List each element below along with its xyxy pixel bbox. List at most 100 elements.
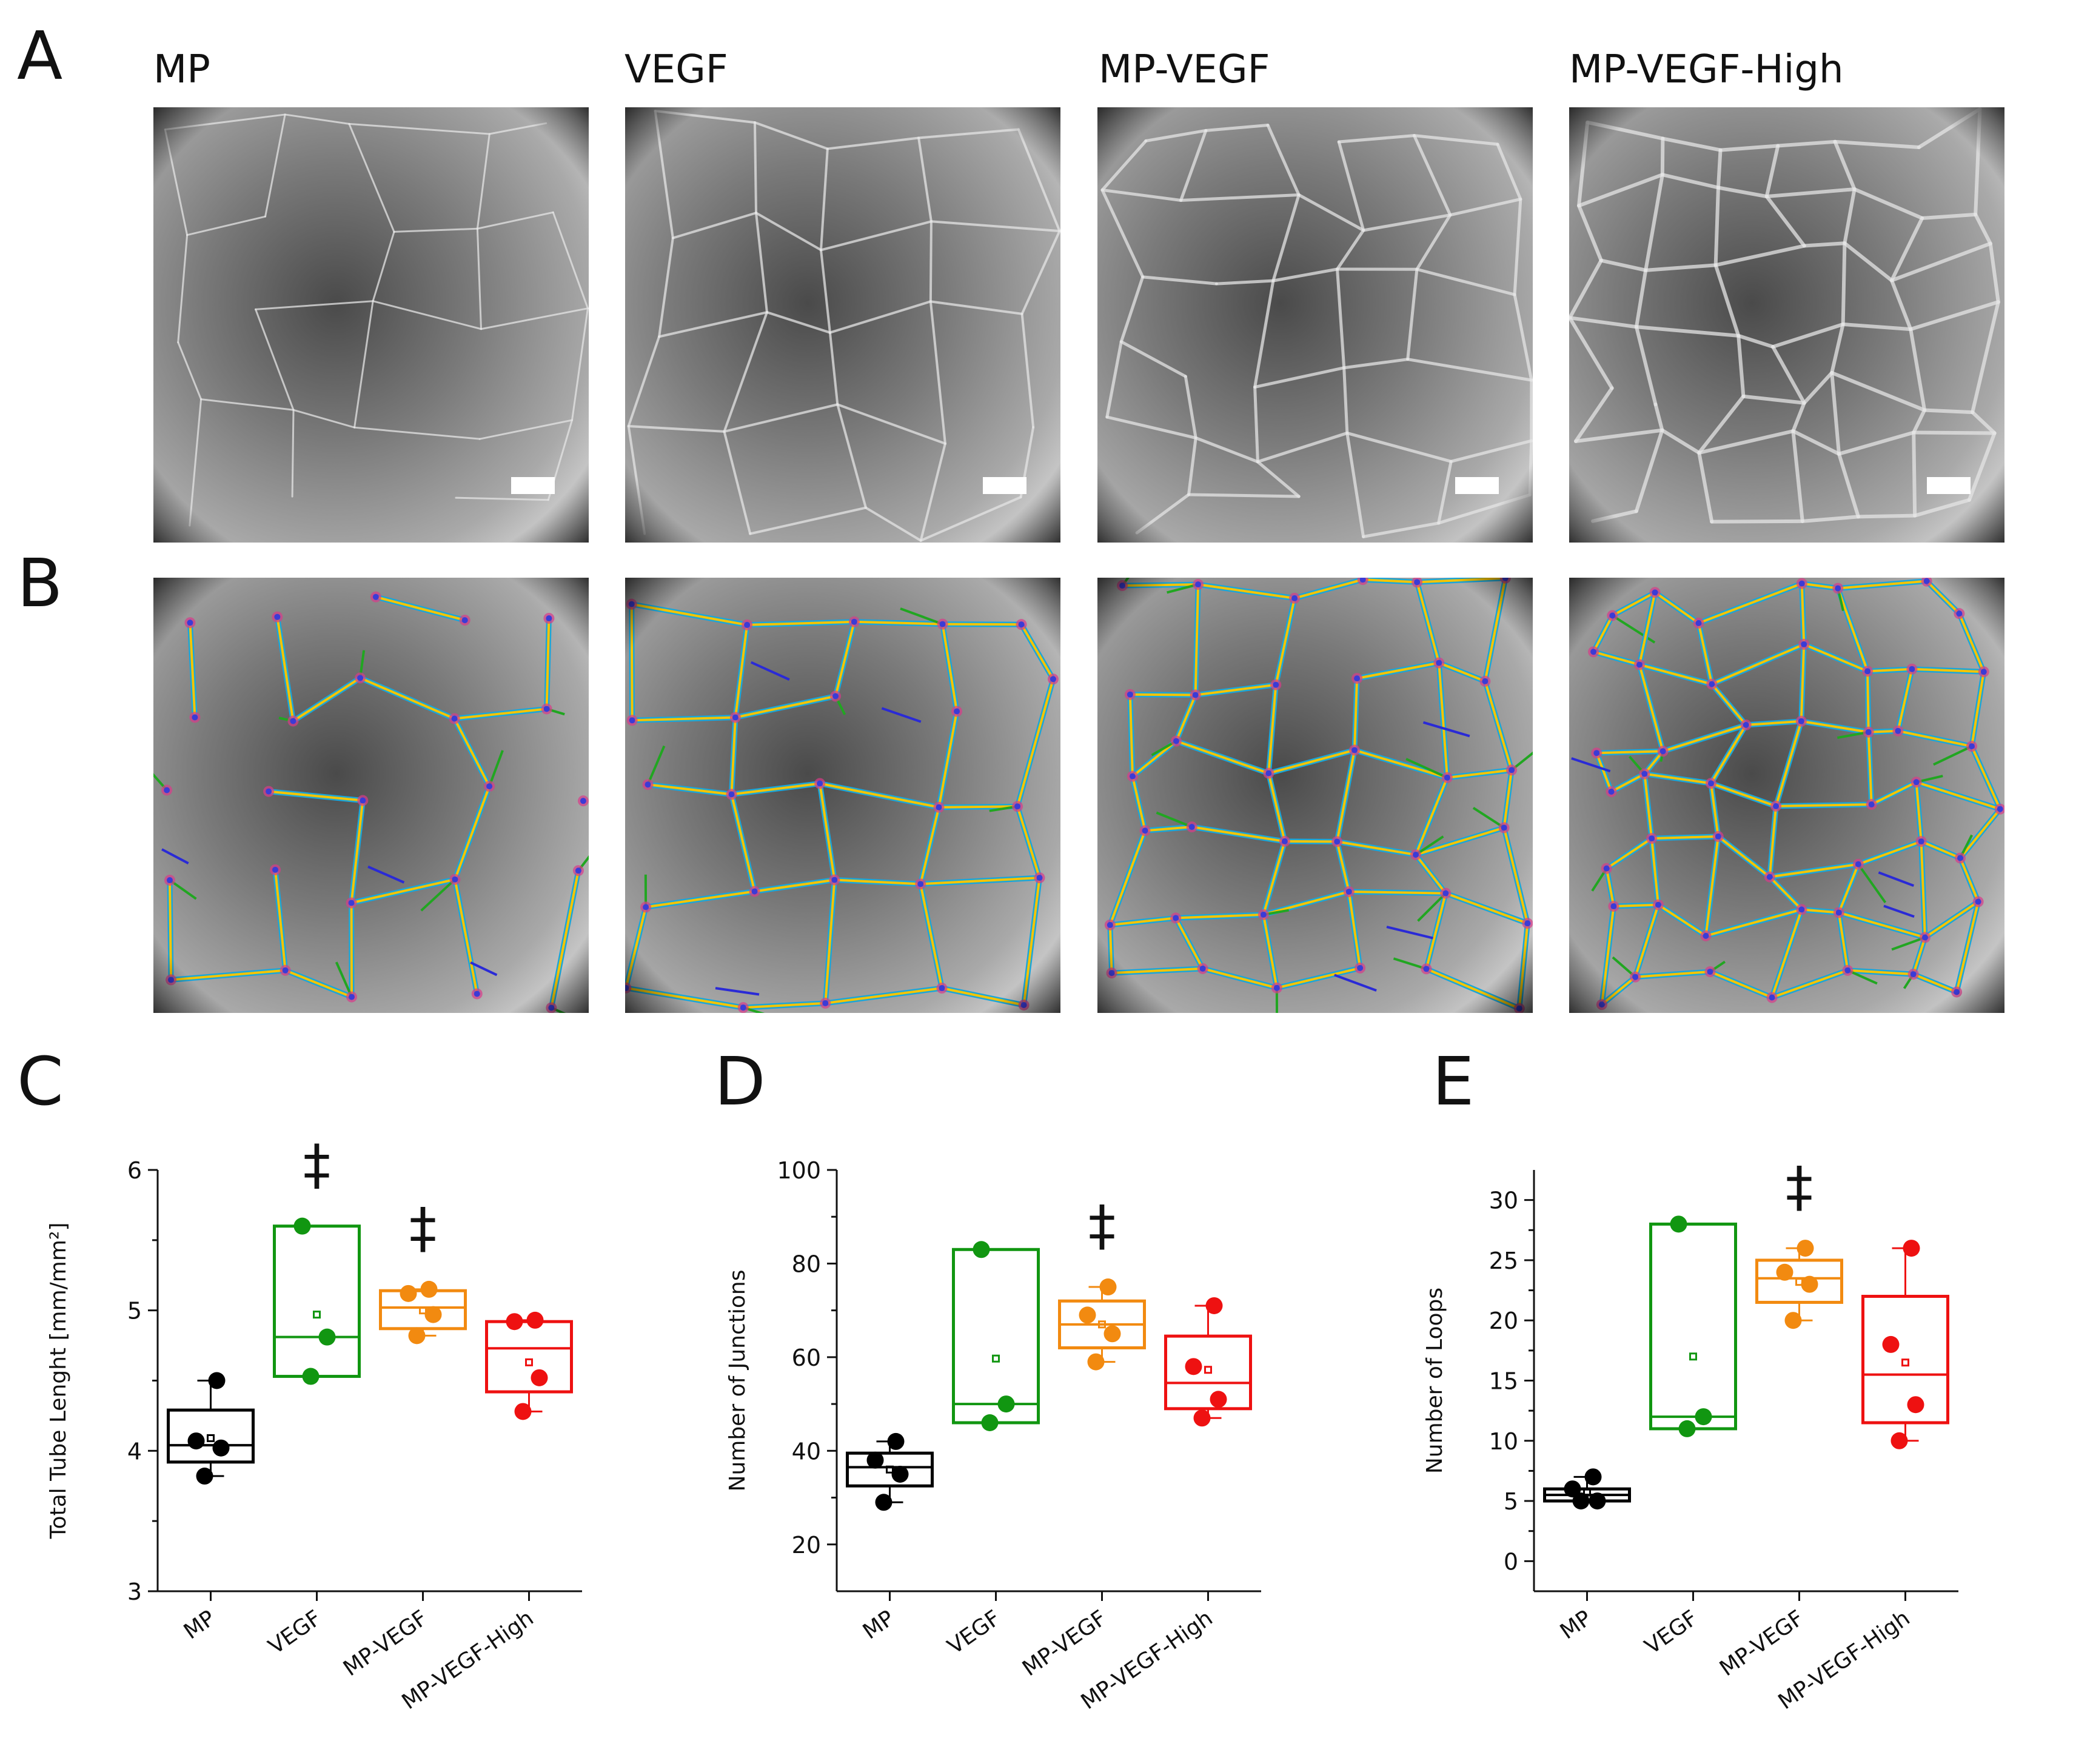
data-point [408, 1327, 426, 1345]
x-tick-label: MP-VEGF [339, 1606, 432, 1682]
data-point [1079, 1306, 1096, 1324]
box-iqr [167, 1408, 255, 1464]
x-tick-label: MP [859, 1606, 899, 1645]
y-tick-label: 100 [777, 1157, 821, 1184]
data-point [1907, 1396, 1924, 1414]
box-mp-vegf: ‡ [379, 1197, 467, 1345]
box-iqr [379, 1289, 467, 1331]
data-point [424, 1306, 442, 1323]
micrograph-vignette [153, 578, 589, 1013]
data-point [318, 1328, 336, 1346]
data-point [1099, 1278, 1117, 1296]
data-point [1776, 1263, 1793, 1281]
box-iqr [952, 1248, 1040, 1425]
data-point [506, 1313, 523, 1331]
significance-marker: ‡ [303, 1134, 330, 1197]
micrograph-image [1569, 578, 2004, 1013]
x-tick-label: VEGF [264, 1606, 326, 1660]
box-mp-vegf-high [485, 1311, 573, 1420]
micrograph-vignette [625, 107, 1060, 543]
box-iqr [485, 1320, 573, 1394]
box-vegf [1649, 1215, 1737, 1437]
chart-number-of-loops: 0 5 10 15 20 25 30 Number of Loops MP VEGF MP-VEGF… [1413, 1121, 2055, 1752]
micrograph-mp-vegf-high-analyzed [1569, 578, 2004, 1013]
data-point [981, 1414, 999, 1431]
box-iqr [273, 1224, 361, 1378]
y-axis-label: Number of Loops [1422, 1288, 1447, 1474]
data-point [1589, 1492, 1606, 1510]
box-iqr [846, 1451, 934, 1488]
y-tick-label: 3 [127, 1579, 142, 1605]
data-point [531, 1369, 548, 1386]
micrograph-image [153, 107, 589, 543]
x-tick-label: MP [1556, 1606, 1596, 1645]
y-tick-label: 5 [127, 1298, 142, 1325]
box-mean [1901, 1358, 1909, 1367]
data-point [1103, 1325, 1121, 1343]
data-point [1797, 1240, 1814, 1257]
micrograph-image [1097, 578, 1533, 1013]
box-mean [313, 1311, 321, 1319]
micrograph-vignette [1569, 107, 2004, 543]
data-point [997, 1395, 1015, 1413]
scale-bar [511, 477, 555, 494]
data-point [1193, 1409, 1211, 1427]
box-iqr [1164, 1334, 1252, 1411]
panel-letter-e: E [1432, 1043, 1475, 1120]
data-point [887, 1432, 905, 1450]
significance-marker: ‡ [1088, 1194, 1116, 1258]
box-iqr [1649, 1222, 1737, 1431]
y-tick-label: 80 [792, 1251, 821, 1277]
box-iqr [1755, 1258, 1843, 1304]
x-tick-label: VEGF [1641, 1606, 1703, 1660]
scale-bar [1455, 477, 1499, 494]
box-mp-vegf-high [1861, 1240, 1949, 1449]
y-tick-label: 5 [1504, 1488, 1518, 1515]
micrograph-vegf-raw [625, 107, 1060, 543]
micrograph-vignette [1569, 578, 2004, 1013]
data-point [514, 1403, 532, 1420]
box-mean [886, 1465, 894, 1474]
data-point [1678, 1420, 1696, 1437]
box-mean [1689, 1352, 1697, 1361]
micrograph-vignette [625, 578, 1060, 1013]
y-tick-label: 60 [792, 1345, 821, 1371]
panel-letter-d: D [714, 1043, 766, 1120]
chart-number-of-junctions: 20 40 60 80 100 Number of Junctions MP VEGF MP-V… [715, 1121, 1358, 1752]
y-tick-label: 25 [1489, 1248, 1518, 1274]
y-tick-label: 15 [1489, 1368, 1518, 1395]
data-point [1903, 1240, 1920, 1257]
significance-marker: ‡ [1786, 1155, 1813, 1219]
data-point [1801, 1275, 1818, 1293]
chart-total-tube-length-svg: 3 4 5 6 Total Tube Lenght [mm/mm²] MP VEGF MP-V… [46, 1134, 582, 1714]
micrograph-mp-vegf-high-raw [1569, 107, 2004, 543]
data-point [1210, 1391, 1227, 1408]
box-vegf [952, 1241, 1040, 1431]
micrograph-image [625, 107, 1060, 543]
y-tick-label: 30 [1489, 1188, 1518, 1214]
chart-total-tube-length: 3 4 5 6 Total Tube Lenght [mm/mm²] MP VEGF MP-V… [36, 1121, 679, 1752]
panel-letter-c: C [17, 1043, 64, 1120]
data-point [1882, 1335, 1900, 1353]
micrograph-vignette [153, 107, 589, 543]
data-point [293, 1217, 311, 1235]
scale-bar [983, 477, 1026, 494]
box-mean [1204, 1366, 1212, 1374]
data-point [1572, 1492, 1590, 1510]
significance-marker: ‡ [409, 1197, 437, 1260]
micrograph-mp-raw [153, 107, 589, 543]
data-point [1670, 1215, 1687, 1233]
x-tick-label: MP-VEGF [1715, 1606, 1809, 1682]
x-tick-label: MP-VEGF [1018, 1606, 1111, 1682]
box-mp-vegf: ‡ [1755, 1155, 1843, 1329]
micrograph-mp-analyzed [153, 578, 589, 1013]
micrograph-image [153, 578, 589, 1013]
box-mp [1543, 1468, 1631, 1510]
box-mp [167, 1372, 255, 1485]
data-point [420, 1280, 438, 1298]
panel-letter-b: B [17, 544, 63, 622]
box-mean [1098, 1320, 1106, 1329]
y-tick-label: 6 [127, 1157, 142, 1184]
data-point [891, 1465, 909, 1483]
y-tick-label: 4 [127, 1438, 142, 1465]
